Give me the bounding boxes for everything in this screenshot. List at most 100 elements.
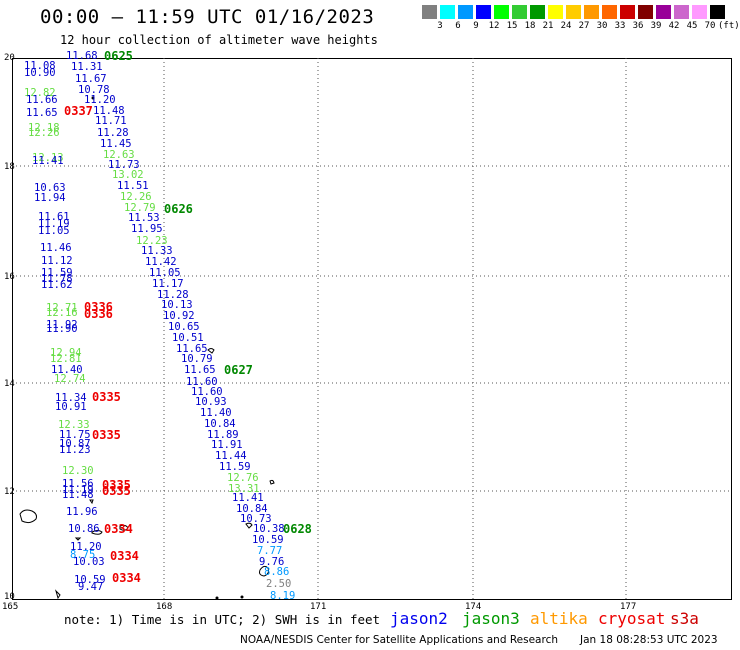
pass-label: 0335 [92, 390, 121, 404]
wave-height-reading: 12.26 [28, 127, 60, 139]
lon-label-177: 177 [620, 602, 637, 612]
lat-label-18: 18 [4, 162, 15, 172]
legend-swatch [656, 5, 671, 19]
lon-label-171: 171 [310, 602, 327, 612]
wave-height-reading: 11.59 [219, 461, 251, 473]
wave-height-reading: 11.53 [128, 212, 160, 224]
wave-height-reading: 11.23 [59, 444, 91, 456]
legend-swatch [440, 5, 455, 19]
legend-label: 42 [668, 21, 680, 31]
wave-height-reading: 10.13 [161, 299, 193, 311]
island-outline-5 [119, 524, 129, 531]
wave-height-reading: 11.95 [131, 223, 163, 235]
wave-height-reading: 12.74 [54, 373, 86, 385]
wave-height-reading: 12.82 [24, 87, 56, 99]
pass-label: 0334 [112, 571, 141, 585]
legend-swatch [692, 5, 707, 19]
wave-height-reading: 2.50 [266, 578, 292, 590]
wave-height-reading: 11.05 [38, 225, 70, 237]
wave-height-reading: 10.84 [204, 418, 236, 430]
wave-height-reading: 10.92 [163, 310, 195, 322]
wave-height-reading: 11.65 [184, 364, 216, 376]
pass-label: 0626 [164, 202, 193, 216]
plot-border [12, 58, 732, 600]
wave-height-reading: 11.91 [211, 439, 243, 451]
wave-height-reading: 11.60 [186, 376, 218, 388]
wave-height-reading: 11.75 [59, 429, 91, 441]
satellite-jason2: jason2 [390, 609, 448, 628]
wave-height-reading: 12.94 [50, 347, 82, 359]
wave-height-reading: 11.78 [41, 273, 73, 285]
wave-height-reading: 12.18 [28, 122, 60, 134]
wave-height-reading: 10.86 [68, 523, 100, 535]
wave-height-reading: 11.42 [145, 256, 177, 268]
legend-swatch [584, 5, 599, 19]
legend-swatch [476, 5, 491, 19]
wave-height-reading: 11.33 [141, 245, 173, 257]
wave-height-reading: 11.92 [46, 319, 78, 331]
island-outline-8 [245, 522, 253, 529]
legend-swatch [512, 5, 527, 19]
legend-swatch [638, 5, 653, 19]
wave-height-reading: 12.63 [103, 149, 135, 161]
lat-label-20: 20 [4, 53, 15, 63]
credit-line: NOAA/NESDIS Center for Satellite Applica… [240, 634, 558, 646]
lat-label-16: 16 [4, 272, 15, 282]
wave-height-reading: 11.89 [207, 429, 239, 441]
wave-height-reading: 11.65 [26, 107, 58, 119]
legend-label: 15 [506, 21, 518, 31]
map-subtitle: 12 hour collection of altimeter wave hei… [60, 33, 378, 47]
legend-label: 6 [455, 21, 461, 31]
wave-height-reading: 10.79 [181, 353, 213, 365]
wave-height-reading: 8.19 [270, 590, 296, 602]
wave-height-reading: 11.44 [215, 450, 247, 462]
island-outline-4 [74, 537, 82, 541]
wave-height-reading: 7.77 [257, 545, 283, 557]
wave-height-reading: 11.65 [176, 343, 208, 355]
pass-label: 0627 [224, 363, 253, 377]
wave-height-reading: 11.41 [32, 155, 64, 167]
satellite-altika: altika [530, 609, 588, 628]
wave-height-reading: 11.17 [152, 278, 184, 290]
wave-height-reading: 11.46 [40, 242, 72, 254]
satellite-s3a: s3a [670, 609, 699, 628]
legend-label: 39 [650, 21, 662, 31]
legend-swatch [566, 5, 581, 19]
island-outline-7 [269, 479, 275, 485]
lat-label-12: 12 [4, 487, 15, 497]
wave-height-reading: 11.45 [100, 138, 132, 150]
generated-timestamp: Jan 18 08:28:53 UTC 2023 [580, 634, 718, 646]
wave-height-reading: 10.65 [168, 321, 200, 333]
legend-label: 27 [578, 21, 590, 31]
legend-swatch [530, 5, 545, 19]
legend-swatch [602, 5, 617, 19]
wave-height-reading: 9.76 [259, 556, 285, 568]
wave-height-reading: 10.93 [195, 396, 227, 408]
wave-height-reading: 10.51 [172, 332, 204, 344]
legend-swatch [710, 5, 725, 19]
legend-swatch [458, 5, 473, 19]
legend-swatch [548, 5, 563, 19]
wave-height-reading: 10.87 [59, 438, 91, 450]
pass-label: 0336 [84, 307, 113, 321]
satellite-cryosat: cryosat [598, 609, 666, 628]
wave-height-reading: 13.02 [112, 169, 144, 181]
wave-height-reading: 10.90 [24, 67, 56, 79]
wave-height-reading: 11.67 [75, 73, 107, 85]
wave-height-reading: 11.61 [38, 211, 70, 223]
wave-height-reading: 10.59 [74, 574, 106, 586]
wave-height-reading: 8.86 [264, 566, 290, 578]
wave-height-reading: 11.28 [157, 289, 189, 301]
map-plot-area [12, 58, 732, 600]
wave-height-reading: 12.33 [58, 419, 90, 431]
legend-label: 9 [473, 21, 479, 31]
wave-height-reading: 11.19 [38, 218, 70, 230]
wave-height-reading: 11.90 [46, 323, 78, 335]
wave-height-reading: 11.48 [62, 489, 94, 501]
wave-height-reading: 10.91 [55, 401, 87, 413]
legend-label: 24 [560, 21, 572, 31]
legend-label: 18 [524, 21, 536, 31]
wave-height-reading: 12.16 [46, 307, 78, 319]
legend-swatch [620, 5, 635, 19]
wave-height-reading: 12.30 [62, 465, 94, 477]
